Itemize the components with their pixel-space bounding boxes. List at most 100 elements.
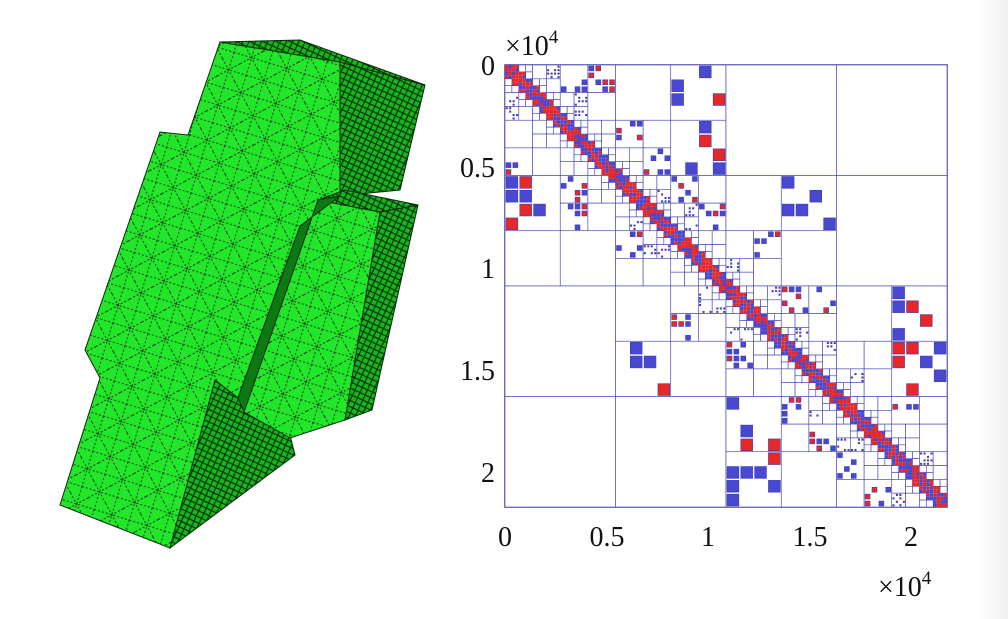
admissible-sub-block [630,341,643,355]
admissible-sub-block [723,310,726,313]
full-rank-leaf [846,410,851,414]
low-rank-block [629,147,644,162]
low-rank-block [559,140,568,149]
admissible-sub-block [778,293,781,296]
full-rank-leaf [518,89,523,93]
full-rank-leaf [808,372,813,376]
low-rank-block [905,437,920,453]
full-rank-leaf [677,241,682,245]
full-rank-leaf [940,503,944,507]
full-rank-leaf [739,306,744,311]
full-rank-leaf [529,78,533,83]
full-rank-leaf [784,348,789,352]
low-rank-block [615,285,672,342]
full-rank-leaf [888,437,892,442]
full-rank-leaf [753,320,758,324]
full-rank-leaf [522,85,526,90]
low-rank-block [587,202,616,232]
full-rank-leaf [833,386,837,390]
low-rank-block [822,368,830,377]
admissible-sub-block [740,355,747,362]
admissible-sub-block [685,335,691,341]
full-rank-leaf [719,275,723,280]
full-rank-leaf [922,489,927,494]
low-rank-block [615,396,727,508]
low-rank-block [559,175,589,204]
full-rank-leaf [888,448,892,452]
full-rank-leaf [791,341,796,345]
full-rank-leaf [763,323,768,328]
admissible-sub-block [740,341,747,348]
admissible-sub-block [837,445,840,448]
admissible-sub-block [636,231,643,237]
full-rank-leaf [732,296,737,300]
full-rank-leaf [929,482,934,487]
full-rank-leaf [722,272,726,276]
full-rank-leaf [553,123,557,128]
full-rank-leaf [608,172,613,176]
full-rank-leaf [936,486,941,490]
full-rank-leaf [591,158,595,162]
full-rank-leaf [598,147,602,152]
full-rank-leaf [525,82,530,86]
x-tick-label: 0 [498,522,512,553]
full-rank-leaf [660,213,664,217]
admissible-sub-block [574,103,577,106]
admissible-sub-block [505,217,519,231]
admissible-sub-block [678,183,684,189]
full-rank-leaf [663,223,668,228]
full-rank-leaf [667,216,671,221]
full-rank-leaf [795,351,799,356]
admissible-sub-block [795,293,802,300]
admissible-sub-block [657,169,664,175]
full-rank-leaf [629,196,633,200]
full-rank-leaf [819,382,823,387]
full-rank-leaf [822,386,827,390]
full-rank-leaf [598,158,602,162]
admissible-sub-block [930,452,933,455]
full-rank-leaf [670,237,675,242]
admissible-sub-block [519,203,532,217]
admissible-sub-block [809,438,816,445]
full-rank-leaf [684,251,689,255]
admissible-sub-block [781,404,788,410]
full-rank-leaf [798,348,802,352]
full-rank-leaf [843,410,847,414]
full-rank-leaf [625,189,630,193]
full-rank-leaf [826,389,830,394]
full-rank-leaf [929,489,934,494]
full-rank-leaf [598,151,602,155]
full-rank-leaf [877,434,882,438]
low-rank-block [711,230,727,245]
admissible-sub-block [664,169,671,175]
low-rank-block [532,119,547,135]
full-rank-leaf [722,282,726,286]
full-rank-leaf [798,358,802,362]
full-rank-leaf [805,365,809,369]
full-rank-leaf [518,78,523,83]
admissible-sub-block [664,200,667,203]
low-rank-block [780,354,789,363]
full-rank-leaf [770,337,775,342]
full-rank-leaf [915,475,920,480]
full-rank-leaf [691,248,695,252]
low-rank-block [718,264,727,273]
low-rank-block [753,285,768,301]
low-rank-block [635,182,644,190]
full-rank-leaf [833,393,837,397]
full-rank-leaf [833,389,837,394]
full-rank-leaf [871,437,875,442]
full-rank-leaf [843,399,847,404]
admissible-sub-block [695,203,698,206]
full-rank-leaf [636,203,640,207]
full-rank-leaf [895,462,899,466]
full-rank-leaf [902,465,906,470]
admissible-sub-block [671,93,684,106]
full-rank-leaf [853,417,858,421]
full-rank-leaf [694,244,699,249]
full-rank-leaf [836,399,840,404]
full-rank-leaf [743,296,747,300]
low-rank-block [891,472,899,480]
low-rank-block [939,485,948,494]
admissible-sub-block [609,79,615,86]
